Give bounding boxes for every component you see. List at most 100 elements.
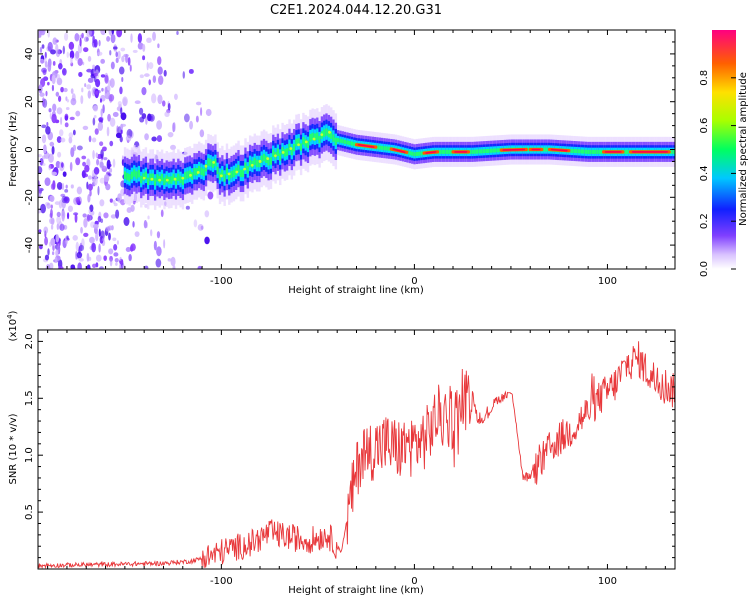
noise-speckle (185, 205, 190, 210)
noise-speckle (61, 67, 67, 76)
noise-speckle (99, 98, 102, 103)
noise-speckle (69, 50, 75, 59)
noise-speckle (205, 108, 212, 117)
ridge-cell (543, 147, 546, 152)
noise-speckle (58, 199, 63, 209)
noise-speckle (112, 158, 116, 168)
noise-speckle (39, 244, 43, 250)
noise-speckle (82, 161, 86, 167)
ridge-cell (281, 147, 284, 155)
noise-speckle (69, 161, 73, 172)
snr-line (38, 341, 675, 569)
noise-speckle (188, 68, 194, 74)
noise-speckle (163, 69, 167, 77)
noise-speckle (75, 196, 81, 204)
ridge-cell (123, 171, 127, 179)
noise-speckle (74, 213, 78, 223)
noise-speckle (109, 117, 116, 127)
noise-speckle (38, 189, 43, 194)
noise-speckle (88, 209, 91, 214)
ridge-cell (485, 149, 488, 154)
noise-speckle (39, 92, 45, 97)
noise-speckle (92, 105, 99, 112)
noise-speckle (147, 215, 150, 220)
noise-speckle (62, 171, 67, 177)
ridge-cell (475, 149, 479, 154)
noise-speckle (54, 256, 58, 264)
noise-speckle (103, 212, 109, 219)
noise-speckle (93, 223, 99, 229)
noise-speckle (120, 112, 127, 121)
noise-speckle (41, 44, 45, 49)
noise-speckle (127, 56, 131, 66)
noise-speckle (62, 45, 65, 55)
ridge-cell (408, 151, 412, 156)
noise-speckle (104, 89, 111, 100)
noise-speckle (157, 56, 162, 66)
y-tick-label: -40 (24, 237, 35, 253)
ridge-cell (248, 159, 252, 168)
ridge-peak (181, 176, 185, 180)
noise-speckle (44, 236, 48, 246)
noise-speckle (64, 122, 69, 128)
y-tick-label: 2.0 (24, 333, 35, 349)
noise-speckle (163, 239, 166, 249)
noise-speckle (100, 108, 103, 117)
noise-speckle (120, 123, 127, 127)
ridge-cell (130, 171, 134, 180)
noise-speckle (110, 214, 117, 219)
noise-speckle (48, 108, 52, 113)
x-tick-label: 0 (411, 276, 417, 287)
ridge-cell (147, 177, 150, 186)
ridge-cell (144, 171, 148, 180)
ridge-cell (339, 138, 342, 143)
figure-title: C2E1.2024.044.12.20.G31 (270, 3, 442, 18)
noise-speckle (109, 140, 114, 147)
noise-speckle (69, 116, 75, 121)
noise-speckle (156, 246, 162, 257)
noise-speckle (193, 219, 198, 228)
ridge-peak (312, 137, 316, 141)
snr-multiplier-close: ) (8, 310, 19, 314)
ridge-cell (471, 149, 474, 154)
ridge-cell (346, 140, 349, 145)
noise-speckle (109, 198, 113, 203)
noise-speckle (87, 55, 92, 62)
noise-speckle (120, 129, 123, 135)
noise-speckle (56, 107, 63, 115)
noise-speckle (81, 155, 87, 160)
noise-speckle (115, 132, 122, 139)
noise-speckle (144, 133, 149, 141)
ridge-cell (288, 143, 291, 152)
y-tick-label: 40 (24, 48, 35, 61)
ridge-cell (223, 174, 226, 182)
noise-speckle (113, 202, 118, 207)
noise-speckle (146, 37, 152, 44)
ridge-cell (323, 129, 326, 137)
ridge-cell (420, 151, 423, 156)
noise-speckle (50, 204, 53, 209)
noise-speckle (49, 112, 52, 120)
noise-speckle (57, 265, 64, 269)
noise-speckle (155, 258, 162, 268)
noise-speckle (146, 61, 149, 71)
noise-speckle (72, 129, 76, 136)
noise-speckle (157, 94, 163, 105)
noise-speckle (99, 177, 106, 184)
ridge-cell (591, 149, 595, 154)
noise-speckle (195, 101, 202, 106)
ridge-cell (262, 153, 266, 162)
ridge-cell (334, 137, 338, 146)
ridge-cell (140, 175, 143, 184)
noise-speckle (44, 51, 47, 59)
noise-speckle (130, 33, 133, 43)
noise-speckle (64, 115, 69, 121)
noise-speckle (103, 255, 107, 261)
noise-speckle (44, 177, 51, 187)
noise-speckle (55, 43, 59, 54)
noise-speckle (81, 87, 84, 93)
ridge-cell (478, 149, 481, 154)
y-tick-label: 1.5 (24, 390, 35, 406)
noise-speckle (50, 208, 53, 219)
noise-speckle (49, 217, 55, 225)
